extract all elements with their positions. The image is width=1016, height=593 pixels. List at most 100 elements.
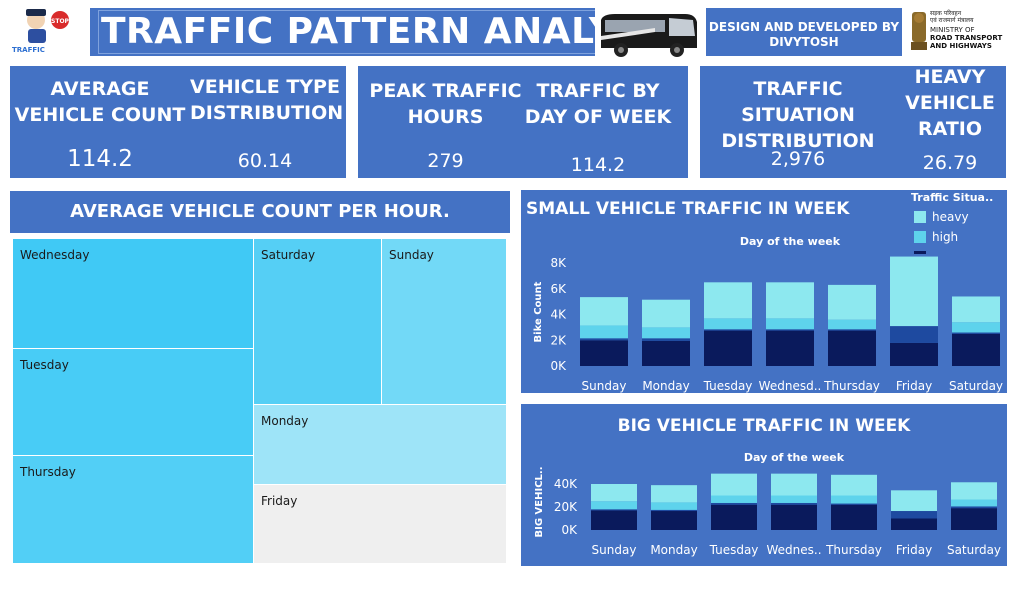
big-chart-x-tick: Monday <box>650 543 697 557</box>
treemap-label-thursday: Thursday <box>20 465 76 479</box>
small-chart-legend-title: Traffic Situa.. <box>911 191 993 204</box>
big-chart-bar-high <box>711 495 757 503</box>
bus-icon <box>595 6 703 62</box>
small-chart-legend-swatch <box>914 211 926 223</box>
kpi-vehicle-type-distribution-label: VEHICLE TYPE DISTRIBUTION <box>190 76 344 124</box>
kpi-peak-traffic-hours-label: PEAK TRAFFIC HOURS <box>369 80 522 128</box>
small-chart-bar-normal <box>766 329 814 331</box>
kpi-average-vehicle-count-label: AVERAGE VEHICLE COUNT <box>14 78 186 126</box>
big-chart-y-tick: 0K <box>561 523 578 537</box>
big-vehicle-chart-panel: BIG VEHICLE TRAFFIC IN WEEK Day of the we… <box>521 404 1007 566</box>
kpi-traffic-by-day-label: TRAFFIC BY DAY OF WEEK <box>524 80 672 128</box>
big-chart-bar-heavy <box>891 490 937 512</box>
kpi-average-vehicle-count-value: 114.2 <box>67 146 133 172</box>
big-chart-y-tick: 20K <box>554 500 578 514</box>
treemap-cell-tuesday[interactable]: Tuesday <box>12 348 254 457</box>
small-chart-bar-normal <box>828 329 876 331</box>
small-chart-y-tick: 6K <box>550 282 567 296</box>
small-chart-title: SMALL VEHICLE TRAFFIC IN WEEK <box>526 199 850 219</box>
small-chart-subtitle: Day of the week <box>740 235 841 248</box>
small-chart-bar-normal <box>704 329 752 331</box>
small-chart-x-tick: Thursday <box>823 379 880 393</box>
small-chart-legend-swatch <box>914 231 926 243</box>
small-chart-bar-high <box>952 322 1000 333</box>
small-chart-legend-label: heavy <box>932 210 969 224</box>
small-chart-bar-low <box>580 340 628 366</box>
kpi-heavy-vehicle-ratio-label: HEAVY VEHICLE RATIO <box>905 66 995 140</box>
treemap-label-saturday: Saturday <box>261 248 316 262</box>
treemap-cell-thursday[interactable]: Thursday <box>12 455 254 564</box>
big-chart-bar-low <box>891 518 937 530</box>
designer-line-1: DESIGN AND DEVELOPED BY <box>708 20 900 34</box>
small-chart-y-tick: 0K <box>550 359 567 373</box>
small-chart-bar-normal <box>642 338 690 341</box>
small-chart-bar-heavy <box>580 297 628 326</box>
kpi-traffic-situation-value: 2,976 <box>770 148 826 170</box>
treemap-cell-friday[interactable]: Friday <box>253 484 507 564</box>
big-chart-bar-high <box>771 495 817 503</box>
big-chart-bar-normal <box>711 502 757 505</box>
small-chart-bar-high <box>766 318 814 330</box>
kpi-traffic-by-day-value: 114.2 <box>570 154 626 176</box>
designer-line-2: DIVYTOSH <box>769 35 839 49</box>
small-chart-y-axis-label: Bike Count <box>533 281 544 342</box>
big-chart-bar-low <box>771 504 817 530</box>
small-chart-y-tick: 4K <box>550 308 567 322</box>
big-chart-x-tick: Thursday <box>825 543 882 557</box>
small-chart-bar-low <box>704 330 752 366</box>
treemap-label-monday: Monday <box>261 414 309 428</box>
big-chart-x-tick: Sunday <box>592 543 637 557</box>
treemap-cell-sunday[interactable]: Sunday <box>381 238 507 405</box>
small-chart-x-tick: Wednesd.. <box>759 379 822 393</box>
small-vehicle-chart-panel: SMALL VEHICLE TRAFFIC IN WEEK Day of the … <box>521 190 1007 393</box>
treemap-cell-monday[interactable]: Monday <box>253 404 507 485</box>
big-chart-x-tick: Wednes.. <box>766 543 821 557</box>
small-chart-x-tick: Friday <box>896 379 932 393</box>
kpi-peak-traffic-hours-value: 279 <box>427 150 464 172</box>
kpi-traffic-situation-label: TRAFFIC SITUATION DISTRIBUTION <box>721 78 875 152</box>
small-chart-y-tick: 8K <box>550 256 567 270</box>
big-chart-subtitle: Day of the week <box>744 451 845 464</box>
big-chart-bar-normal <box>591 509 637 511</box>
designer-credit: DESIGN AND DEVELOPED BY DIVYTOSH <box>706 8 902 56</box>
treemap-cell-saturday[interactable]: Saturday <box>253 238 382 405</box>
small-vehicle-chart: SMALL VEHICLE TRAFFIC IN WEEK Day of the … <box>526 191 1003 393</box>
big-chart-bar-normal <box>951 506 997 509</box>
small-chart-bar-heavy <box>890 256 938 327</box>
small-chart-bar-high <box>828 319 876 330</box>
big-chart-bar-low <box>591 510 637 530</box>
small-chart-bar-normal <box>580 338 628 341</box>
big-chart-bar-normal <box>891 511 937 519</box>
big-chart-bar-heavy <box>651 485 697 503</box>
big-chart-y-tick: 40K <box>554 477 578 491</box>
treemap-cell-wednesday[interactable]: Wednesday <box>12 238 254 350</box>
traffic-police-logo: STOP TRAFFIC <box>10 6 74 56</box>
big-chart-x-tick: Friday <box>896 543 932 557</box>
small-chart-bar-low <box>952 333 1000 366</box>
small-chart-bar-low <box>828 330 876 366</box>
small-chart-bar-high <box>642 327 690 339</box>
small-chart-bar-low <box>642 340 690 366</box>
big-chart-bar-heavy <box>591 484 637 502</box>
small-chart-bar-normal <box>890 326 938 343</box>
ministry-hindi-2: एवं राजमार्ग मंत्रालय <box>930 17 974 24</box>
big-chart-bar-low <box>711 504 757 530</box>
small-chart-x-tick: Sunday <box>582 379 627 393</box>
kpi-heavy-vehicle-ratio-value: 26.79 <box>922 152 978 174</box>
big-chart-title: BIG VEHICLE TRAFFIC IN WEEK <box>618 416 912 436</box>
treemap: Wednesday Tuesday Thursday Saturday Sund… <box>10 236 510 566</box>
small-chart-x-tick: Monday <box>642 379 689 393</box>
kpi-vehicle-type-distribution-value: 60.14 <box>237 150 293 172</box>
stop-sign-text: STOP <box>51 18 70 25</box>
small-chart-bar-heavy <box>766 282 814 319</box>
small-chart-bar-low <box>766 330 814 366</box>
big-chart-bar-normal <box>651 509 697 512</box>
big-chart-bar-heavy <box>951 482 997 500</box>
small-chart-bar-high <box>580 325 628 339</box>
small-chart-x-tick: Saturday <box>949 379 1003 393</box>
big-chart-bar-low <box>651 511 697 530</box>
big-chart-bar-high <box>951 499 997 507</box>
small-chart-legend-swatch <box>914 251 926 254</box>
kpi-group-traffic: PEAK TRAFFIC HOURS 279 TRAFFIC BY DAY OF… <box>358 66 688 178</box>
big-chart-bar-normal <box>771 502 817 505</box>
